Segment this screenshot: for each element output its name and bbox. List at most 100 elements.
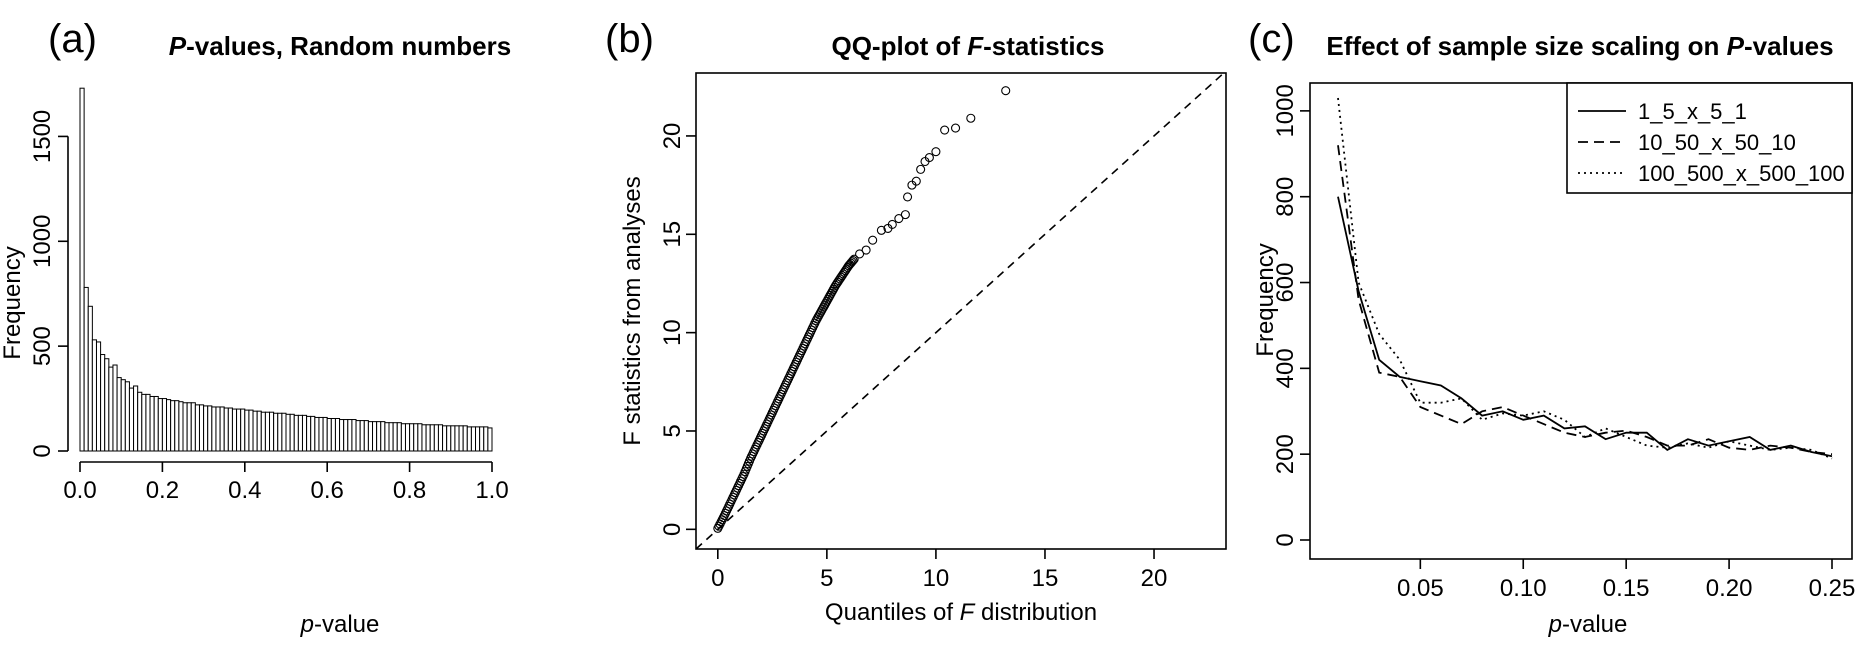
histogram-bar [462, 425, 468, 452]
x-tick-label: 20 [1141, 565, 1168, 592]
histogram-bar [351, 419, 357, 452]
panel-c-series-lines [1337, 97, 1833, 460]
qq-point [894, 214, 904, 224]
histogram-bar [236, 408, 242, 452]
histogram-bar [285, 413, 291, 452]
histogram-bar [207, 405, 213, 452]
histogram-bar [479, 426, 485, 452]
panel-b-plot-frame [695, 72, 1227, 550]
histogram-bar [137, 391, 143, 452]
histogram-bar [466, 426, 472, 452]
panel-b-y-axis-title: F statistics from analyses [619, 176, 646, 445]
histogram-bar [240, 408, 246, 452]
panel-a-bars [79, 87, 493, 452]
histogram-bar [203, 405, 209, 452]
histogram-bar [248, 409, 254, 452]
panel-b-letter: (b) [605, 17, 654, 61]
y-tick-label: 10 [659, 319, 686, 346]
x-tick-label: 0.10 [1500, 575, 1547, 602]
y-tick-label: 20 [659, 123, 686, 150]
histogram-bar [186, 402, 192, 452]
y-tick-label: 0 [1272, 533, 1299, 546]
histogram-bar [112, 364, 118, 452]
qq-point [950, 123, 961, 133]
histogram-bar [306, 415, 312, 452]
x-tick-label: 0.20 [1706, 575, 1753, 602]
histogram-bar [124, 381, 130, 452]
panel-c-y-axis-title: Frequency [1252, 243, 1279, 356]
histogram-bar [314, 416, 320, 452]
panel-a-x-axis-title: p-value [300, 611, 380, 638]
histogram-bar [409, 423, 415, 452]
qq-point [861, 245, 871, 255]
histogram-bar [100, 354, 106, 452]
histogram-bar [182, 402, 188, 452]
histogram-bar [396, 422, 402, 452]
panel-c-axes: 0.05 0.10 0.15 0.20 0.25 0 200 400 600 800 1000 [1272, 84, 1855, 602]
y-tick-label: 15 [659, 221, 686, 248]
histogram-bar [330, 417, 336, 452]
histogram-bar [227, 407, 233, 452]
panel-c-line-chart: (c) Effect of sample size scaling on P-v… [1248, 17, 1855, 638]
panel-b-x-axis-title: Quantiles of F distribution [825, 599, 1097, 626]
histogram-bar [141, 393, 147, 452]
qq-point [876, 225, 886, 235]
y-tick-label: 5 [659, 424, 686, 437]
histogram-bar [413, 423, 419, 452]
x-tick-label: 0.8 [393, 477, 426, 504]
histogram-bar [454, 425, 460, 452]
histogram-bar [322, 416, 328, 452]
qq-point [903, 192, 913, 202]
y-tick-label: 600 [1272, 263, 1299, 303]
qq-point [924, 153, 934, 163]
y-tick-label: 0 [29, 444, 56, 457]
qq-point [916, 164, 926, 174]
histogram-bar [252, 410, 258, 452]
histogram-bar [83, 286, 89, 452]
legend-label: 10_50_x_50_10 [1638, 130, 1796, 155]
histogram-bar [178, 401, 184, 452]
x-tick-label: 0.15 [1603, 575, 1650, 602]
histogram-bar [433, 424, 439, 452]
x-tick-label: 1.0 [475, 477, 508, 504]
qq-point [855, 249, 865, 259]
histogram-bar [334, 417, 341, 452]
histogram-bar [421, 424, 427, 452]
histogram-bar [446, 425, 452, 452]
qq-point [1001, 86, 1011, 96]
qq-point [849, 254, 859, 264]
panel-c-x-axis-title: p-value [1548, 611, 1628, 638]
x-tick-label: 10 [923, 565, 950, 592]
x-tick-label: 0.25 [1809, 575, 1856, 602]
legend-box [1566, 82, 1853, 194]
histogram-bar [301, 414, 308, 452]
histogram-bar [297, 414, 303, 452]
histogram-bar [289, 413, 295, 452]
panel-b-axes: 0 5 10 15 20 0 5 10 15 20 [659, 123, 1167, 592]
histogram-bar [256, 410, 262, 452]
histogram-bar [450, 425, 456, 452]
histogram-bar [388, 422, 394, 452]
histogram-bar [376, 421, 382, 452]
qq-point [887, 219, 897, 230]
histogram-bar [87, 305, 93, 452]
histogram-bar [269, 411, 275, 452]
histogram-bar [404, 423, 411, 452]
histogram-bar [281, 412, 287, 452]
panel-a-y-axis-title: Frequency [0, 246, 26, 359]
histogram-bar [293, 414, 299, 452]
histogram-bar [326, 417, 332, 452]
x-tick-label: 0.2 [146, 477, 179, 504]
qq-point [966, 113, 976, 123]
histogram-bar [310, 415, 316, 452]
y-tick-label: 200 [1272, 434, 1299, 474]
histogram-bar [116, 377, 122, 452]
histogram-bar [108, 366, 114, 452]
y-tick-label: 0 [659, 523, 686, 536]
x-tick-label: 0.4 [228, 477, 261, 504]
x-tick-label: 15 [1032, 565, 1059, 592]
histogram-bar [161, 398, 168, 452]
histogram-bar [91, 339, 97, 452]
x-tick-label: 0.6 [311, 477, 344, 504]
